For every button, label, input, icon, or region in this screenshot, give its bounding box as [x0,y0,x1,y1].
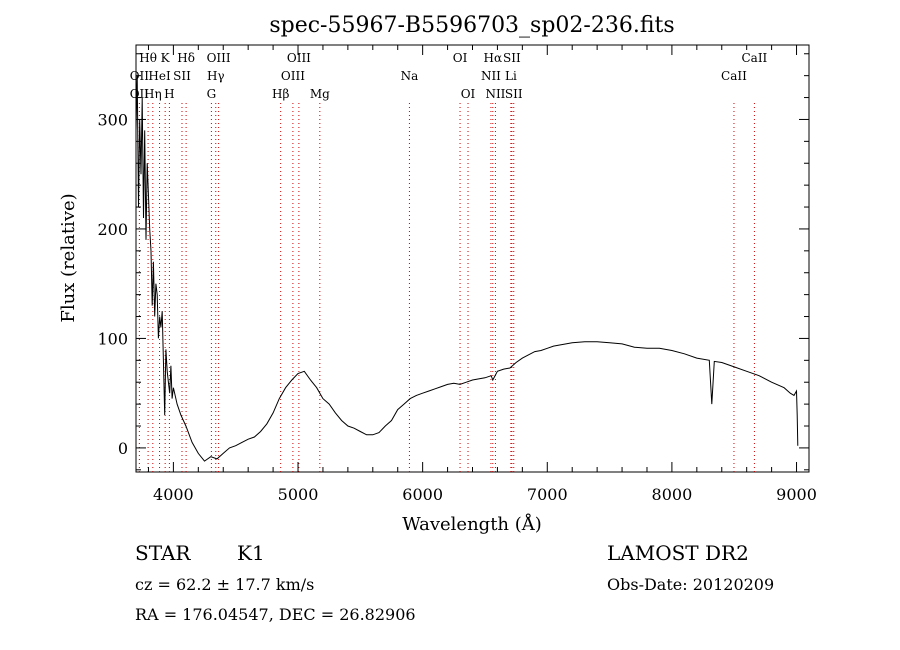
spectral-line-label: CaII [721,69,747,83]
y-axis: 0 100 200 300 [97,53,809,471]
spectral-line-label: Mg [310,87,330,101]
spectral-line-label: SII [503,51,521,65]
y-tick-label: 0 [118,439,128,458]
x-tick-label: 5000 [278,485,319,504]
spectral-line-label: H [164,87,174,101]
y-axis-label: Flux (relative) [58,193,79,322]
spectral-line-label: G [207,87,217,101]
data-release: LAMOST DR2 [607,541,749,565]
title-group: spec-55967-B5596703_sp02-236.fits [269,13,674,38]
spectral-line-markers [138,103,755,472]
y-tick-label: 200 [97,220,128,239]
spectrum-series-line [135,75,799,462]
x-tick-label: 9000 [776,485,817,504]
spectral-line-label: K [161,51,171,65]
y-tick-label: 100 [97,329,128,348]
spectral-line-label: SII [173,69,191,83]
spectral-line-label: Hδ [177,51,195,65]
spectral-line-label: OI [453,51,468,65]
spectral-line-label: Hθ [139,51,157,65]
spectral-line-label: SII [505,87,523,101]
spectral-line-label: Hβ [272,87,289,101]
object-class: STAR [135,541,191,565]
spectral-line-label: OII [130,87,150,101]
x-tick-label: 6000 [402,485,443,504]
chart-title: spec-55967-B5596703_sp02-236.fits [269,13,674,38]
plot-area [135,44,810,473]
x-tick-label: 7000 [527,485,568,504]
spectral-line-label: OIII [281,69,305,83]
spectral-line-label: NII [481,69,501,83]
spectral-line-label: Na [401,69,419,83]
spectral-line-label: OIII [207,51,231,65]
observation-date: Obs-Date: 20120209 [607,575,774,594]
spectral-line-label: HeI [148,69,171,83]
spectral-line-label: OIII [287,51,311,65]
x-tick-label: 4000 [153,485,194,504]
spectral-line-label: Hγ [207,69,225,83]
spectral-line-label: NII [485,87,505,101]
coordinates-info: RA = 176.04547, DEC = 26.82906 [135,605,416,624]
spectral-line-label: CaII [741,51,767,65]
spectral-line-label: OI [461,87,476,101]
spectral-line-label: Hα [484,51,503,65]
object-subclass: K1 [237,541,265,565]
y-tick-label: 300 [97,110,128,129]
redshift-info: cz = 62.2 ± 17.7 km/s [135,575,314,594]
x-axis-label: Wavelength (Å) [402,513,542,535]
spectral-line-label: Li [505,69,517,83]
x-axis: 4000 5000 6000 7000 8000 9000 [147,45,817,504]
spectral-line-label: Hη [144,87,162,101]
footer: STAR K1 cz = 62.2 ± 17.7 km/s RA = 176.0… [135,541,774,624]
x-tick-label: 8000 [652,485,693,504]
